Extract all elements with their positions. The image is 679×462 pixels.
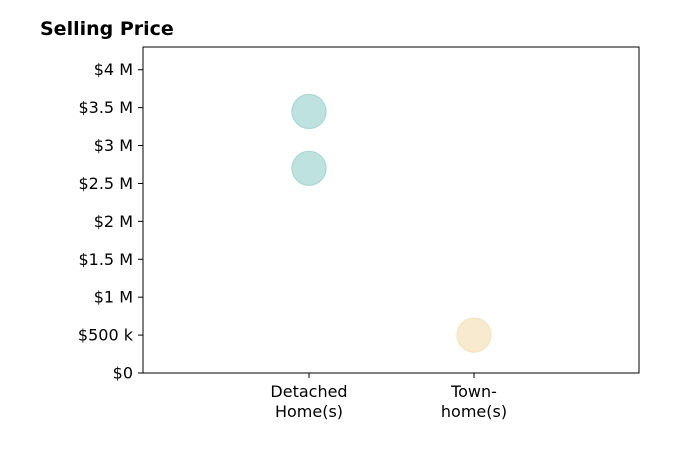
y-tick-label-7: $3.5 M xyxy=(78,98,133,117)
x-tick-label-1-line-0: Town- xyxy=(450,382,497,401)
y-tick-label-4: $2 M xyxy=(94,212,133,231)
x-tick-label-0-line-0: Detached xyxy=(270,382,347,401)
data-point-0 xyxy=(291,93,327,130)
data-point-1 xyxy=(291,150,327,186)
y-tick-label-0: $0 xyxy=(113,364,133,383)
plot-area: $0 $500 k $1 M $1.5 M $2 M $2.5 M $3 M $3.5 M $4… xyxy=(78,46,640,421)
chart-title: Selling Price xyxy=(40,18,174,40)
data-point-2 xyxy=(456,317,492,353)
y-tick-label-5: $2.5 M xyxy=(78,174,133,193)
plot-frame xyxy=(142,46,640,374)
y-tick-label-2: $1 M xyxy=(94,288,133,307)
y-tick-label-6: $3 M xyxy=(94,136,133,155)
y-tick-label-3: $1.5 M xyxy=(78,250,133,269)
y-tick-label-1: $500 k xyxy=(78,326,134,345)
x-tick-label-0-line-1: Home(s) xyxy=(275,402,343,421)
y-tick-label-8: $4 M xyxy=(94,60,133,79)
x-tick-label-1-line-1: home(s) xyxy=(441,402,507,421)
